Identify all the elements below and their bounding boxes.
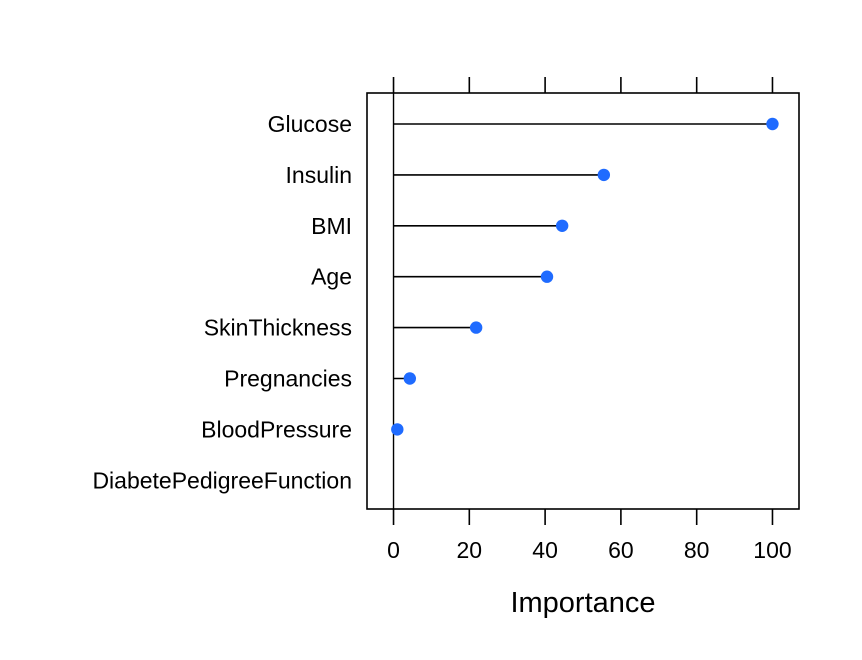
category-label: Insulin (286, 162, 352, 188)
x-tick-label: 100 (753, 537, 791, 563)
category-label: Age (311, 264, 352, 290)
data-point (555, 219, 569, 232)
data-point (391, 423, 404, 436)
x-tick-labels: 0 20 40 60 80 100 (387, 537, 792, 563)
category-label: BMI (311, 213, 352, 239)
data-point (597, 168, 611, 182)
data-point (469, 321, 483, 334)
bottom-ticks (392, 509, 774, 525)
category-label: Glucose (268, 111, 352, 137)
plot-frame (366, 92, 800, 510)
x-tick-label: 40 (532, 537, 558, 563)
category-labels: Glucose Insulin BMI Age SkinThickness Pregnan… (92, 111, 352, 493)
category-label: Pregnancies (224, 366, 352, 392)
points (391, 117, 779, 436)
data-point (540, 270, 554, 283)
category-label: DiabetePedigreeFunction (92, 467, 352, 493)
category-label: BloodPressure (201, 416, 352, 442)
stems (393, 123, 773, 431)
x-tick-label: 0 (387, 537, 400, 563)
x-tick-label: 60 (608, 537, 634, 563)
x-tick-label: 80 (684, 537, 710, 563)
x-axis-title: Importance (510, 587, 655, 619)
data-point (403, 372, 417, 385)
x-tick-label: 20 (457, 537, 483, 563)
top-ticks (392, 77, 774, 93)
category-label: SkinThickness (204, 315, 352, 341)
data-point (766, 117, 779, 131)
